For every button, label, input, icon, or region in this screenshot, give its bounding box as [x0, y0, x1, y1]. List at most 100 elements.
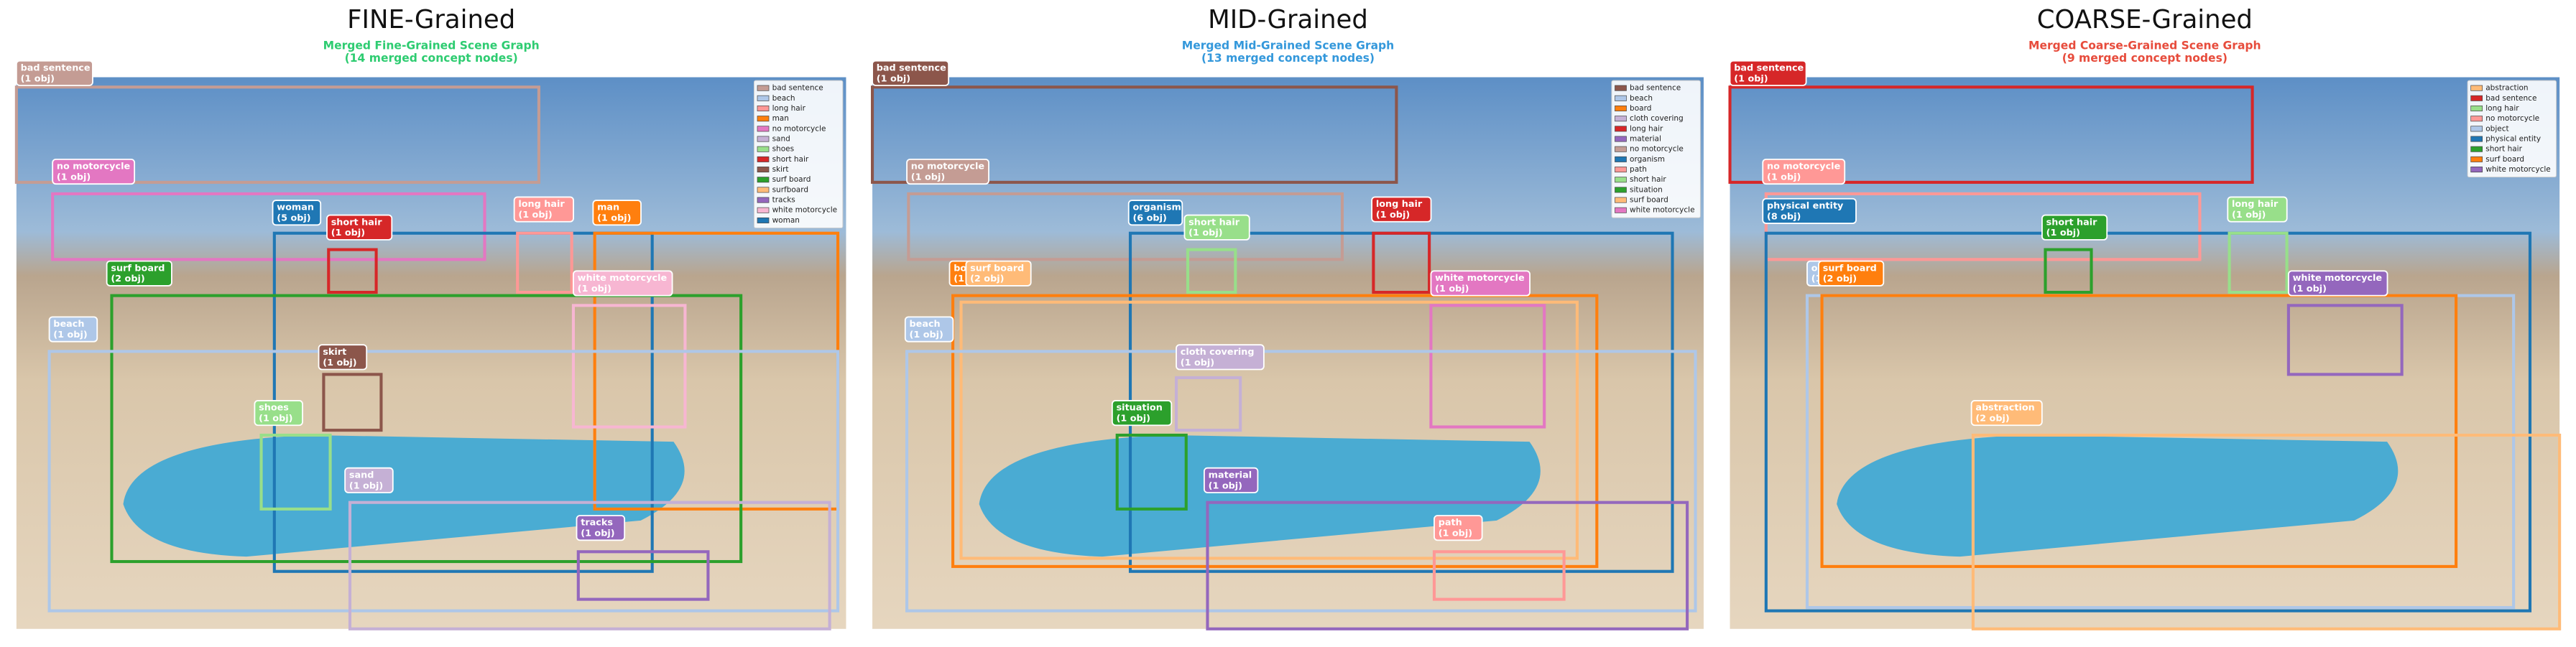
photo	[16, 77, 846, 629]
legend-swatch	[757, 146, 770, 152]
box-label: tracks	[581, 518, 613, 529]
box-label-bg	[2227, 196, 2288, 223]
box-label-bg	[272, 200, 322, 226]
box-label: bad sentence	[1734, 62, 1804, 73]
box-count: (1 obj)	[1439, 529, 1472, 539]
box-label-bg	[965, 260, 1032, 287]
box-count: (2 obj)	[111, 274, 144, 284]
legend-swatch	[1615, 105, 1627, 111]
box-label-bg	[573, 270, 673, 297]
box-label: short hair	[331, 217, 383, 228]
bounding-box	[951, 294, 1599, 568]
legend-swatch	[2470, 105, 2483, 111]
panel-subtitle-detail: (13 merged concept nodes)	[1201, 52, 1375, 65]
legend-swatch	[757, 177, 770, 183]
legend-swatch	[757, 187, 770, 193]
box-label-bg	[2287, 270, 2388, 297]
legend-swatch	[2470, 116, 2483, 122]
box-count: (1 obj)	[349, 480, 383, 491]
surfboard-shape	[1837, 434, 2399, 557]
bounding-box	[1728, 85, 2254, 184]
box-label-bg	[872, 60, 950, 86]
box-count: (1 obj)	[877, 73, 910, 84]
legend-label: board	[1630, 104, 1651, 113]
box-count: (1 obj)	[57, 172, 91, 182]
legend-label: surf board	[1630, 196, 1668, 205]
box-label-bg	[576, 515, 626, 541]
photo	[1730, 77, 2560, 629]
legend-label: bad sentence	[772, 84, 823, 93]
legend-label: no motorcycle	[772, 124, 826, 133]
bounding-box	[1115, 433, 1188, 511]
box-label: surf board	[970, 263, 1024, 274]
box-label: beach	[53, 319, 84, 330]
legend-swatch	[2470, 136, 2483, 142]
box-count: (1 obj)	[518, 210, 552, 220]
legend-label: woman	[772, 216, 800, 225]
legend-swatch	[757, 85, 770, 91]
bounding-box	[2044, 248, 2093, 294]
box-label: no motorcycle	[911, 162, 985, 172]
bounding-box	[259, 433, 332, 511]
bounding-box	[348, 501, 831, 630]
box-label-bg	[48, 316, 98, 343]
box-count: (2 obj)	[1823, 274, 1857, 284]
legend-label: shoes	[772, 145, 794, 154]
bounding-box	[1372, 231, 1431, 294]
box-label-bg	[2041, 214, 2108, 241]
panel: FINE-Grained Merged Fine-Grained Scene Gr…	[14, 5, 846, 630]
bounding-box	[1429, 304, 1546, 429]
legend-swatch	[2470, 167, 2483, 173]
legend-label: short hair	[1630, 175, 1666, 184]
box-count: (1 obj)	[1188, 228, 1222, 238]
box-label-bg	[15, 60, 93, 86]
legend-swatch	[757, 156, 770, 162]
panel-title: FINE-Grained	[347, 5, 515, 34]
bounding-box	[110, 294, 743, 564]
box-label: sand	[349, 470, 374, 480]
box-count: (1 obj)	[53, 330, 87, 340]
legend-label: surfboard	[772, 185, 808, 194]
box-label: long hair	[1376, 199, 1423, 210]
box-label: skirt	[323, 347, 346, 358]
bounding-box	[907, 192, 1344, 261]
bounding-box	[14, 85, 540, 184]
box-label: organism	[1132, 203, 1181, 213]
panel-title: COARSE-Grained	[2037, 5, 2253, 34]
box-label: short hair	[1188, 217, 1240, 228]
bounding-box	[51, 192, 486, 261]
box-label: white motorcycle	[578, 273, 668, 284]
box-label-bg	[344, 467, 394, 493]
box-count: (1 obj)	[597, 213, 631, 224]
box-label-bg	[318, 344, 368, 371]
legend-swatch	[2470, 146, 2483, 152]
box-count: (1 obj)	[911, 172, 945, 182]
legend-swatch	[1615, 85, 1627, 91]
box-label-bg	[1762, 158, 1846, 185]
legend-swatch	[1615, 126, 1627, 132]
legend-swatch	[2470, 126, 2483, 132]
bounding-box	[1432, 550, 1566, 601]
box-label-bg	[254, 400, 303, 427]
box-count: (2 obj)	[970, 274, 1004, 284]
box-count: (1 obj)	[2046, 228, 2080, 238]
legend-swatch	[757, 126, 770, 132]
box-label: woman	[277, 203, 314, 213]
legend-label: skirt	[772, 165, 789, 174]
bounding-box	[571, 304, 687, 429]
box-label: material	[1209, 470, 1252, 480]
legend-swatch	[2470, 156, 2483, 162]
bounding-box	[576, 550, 710, 601]
legend-label: white motorcycle	[2485, 165, 2551, 174]
box-label-bg	[52, 158, 136, 185]
legend-swatch	[1615, 116, 1627, 122]
box-label-bg	[1176, 344, 1265, 371]
box-count: (1 obj)	[909, 330, 943, 340]
box-label: long hair	[518, 199, 565, 210]
bounding-box	[1186, 248, 1237, 294]
bounding-box	[327, 248, 378, 294]
box-count: (1 obj)	[581, 529, 614, 539]
box-label: long hair	[2232, 199, 2279, 210]
box-label: white motorcycle	[2293, 273, 2383, 284]
